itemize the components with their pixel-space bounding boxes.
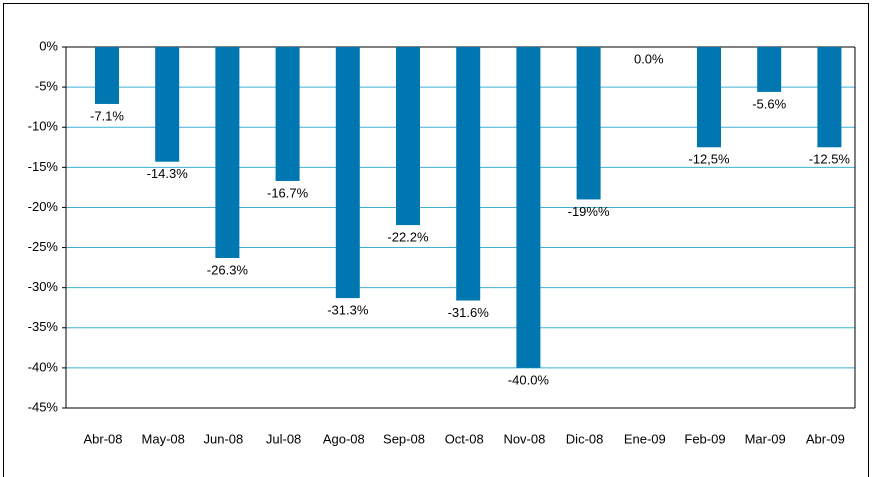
bar <box>215 47 240 258</box>
data-label: -40.0% <box>508 372 550 387</box>
bar <box>516 47 541 368</box>
bar <box>757 47 782 92</box>
y-tick-label: -40% <box>28 359 59 374</box>
bar <box>456 47 481 301</box>
x-tick-label: Ene-09 <box>624 431 666 446</box>
x-tick-label: May-08 <box>142 431 185 446</box>
x-tick-label: Feb-09 <box>684 431 725 446</box>
y-tick-label: -30% <box>28 279 59 294</box>
x-tick-label: Sep-08 <box>383 431 425 446</box>
data-label: -19%% <box>568 204 610 219</box>
data-label: -31.3% <box>327 303 369 318</box>
data-label: -12.5% <box>809 152 851 167</box>
y-tick-label: -5% <box>35 79 59 94</box>
y-tick-label: -15% <box>28 159 59 174</box>
x-tick-label: Oct-08 <box>445 431 484 446</box>
bar <box>155 47 180 162</box>
bar <box>576 47 601 200</box>
bar <box>335 47 360 299</box>
x-tick-label: Abr-09 <box>806 431 845 446</box>
x-tick-label: Dic-08 <box>566 431 604 446</box>
x-tick-label: Jul-08 <box>266 431 301 446</box>
x-tick-label: Nov-08 <box>503 431 545 446</box>
data-label: -14.3% <box>147 166 189 181</box>
y-tick-label: -35% <box>28 319 59 334</box>
data-label: -26.3% <box>207 262 249 277</box>
data-label: -22.2% <box>387 230 429 245</box>
data-label: -7.1% <box>90 108 124 123</box>
x-tick-label: Ago-08 <box>323 431 365 446</box>
y-tick-label: -45% <box>28 399 59 414</box>
bar <box>697 47 721 148</box>
y-tick-label: -25% <box>28 239 59 254</box>
data-label: -5.6% <box>752 96 786 111</box>
chart-frame <box>3 3 869 477</box>
y-tick-label: 0% <box>39 38 58 53</box>
data-label: 0.0% <box>634 51 664 66</box>
bar <box>817 47 842 148</box>
x-tick-label: Abr-08 <box>83 431 122 446</box>
data-label: -12,5% <box>688 152 730 167</box>
x-tick-label: Mar-09 <box>745 431 786 446</box>
bar <box>275 47 300 181</box>
y-tick-label: -20% <box>28 199 59 214</box>
x-tick-label: Jun-08 <box>204 431 244 446</box>
data-label: -16.7% <box>267 185 309 200</box>
bar <box>396 47 420 226</box>
bar <box>95 47 119 104</box>
data-label: -31.6% <box>448 305 490 320</box>
y-tick-label: -10% <box>28 119 59 134</box>
